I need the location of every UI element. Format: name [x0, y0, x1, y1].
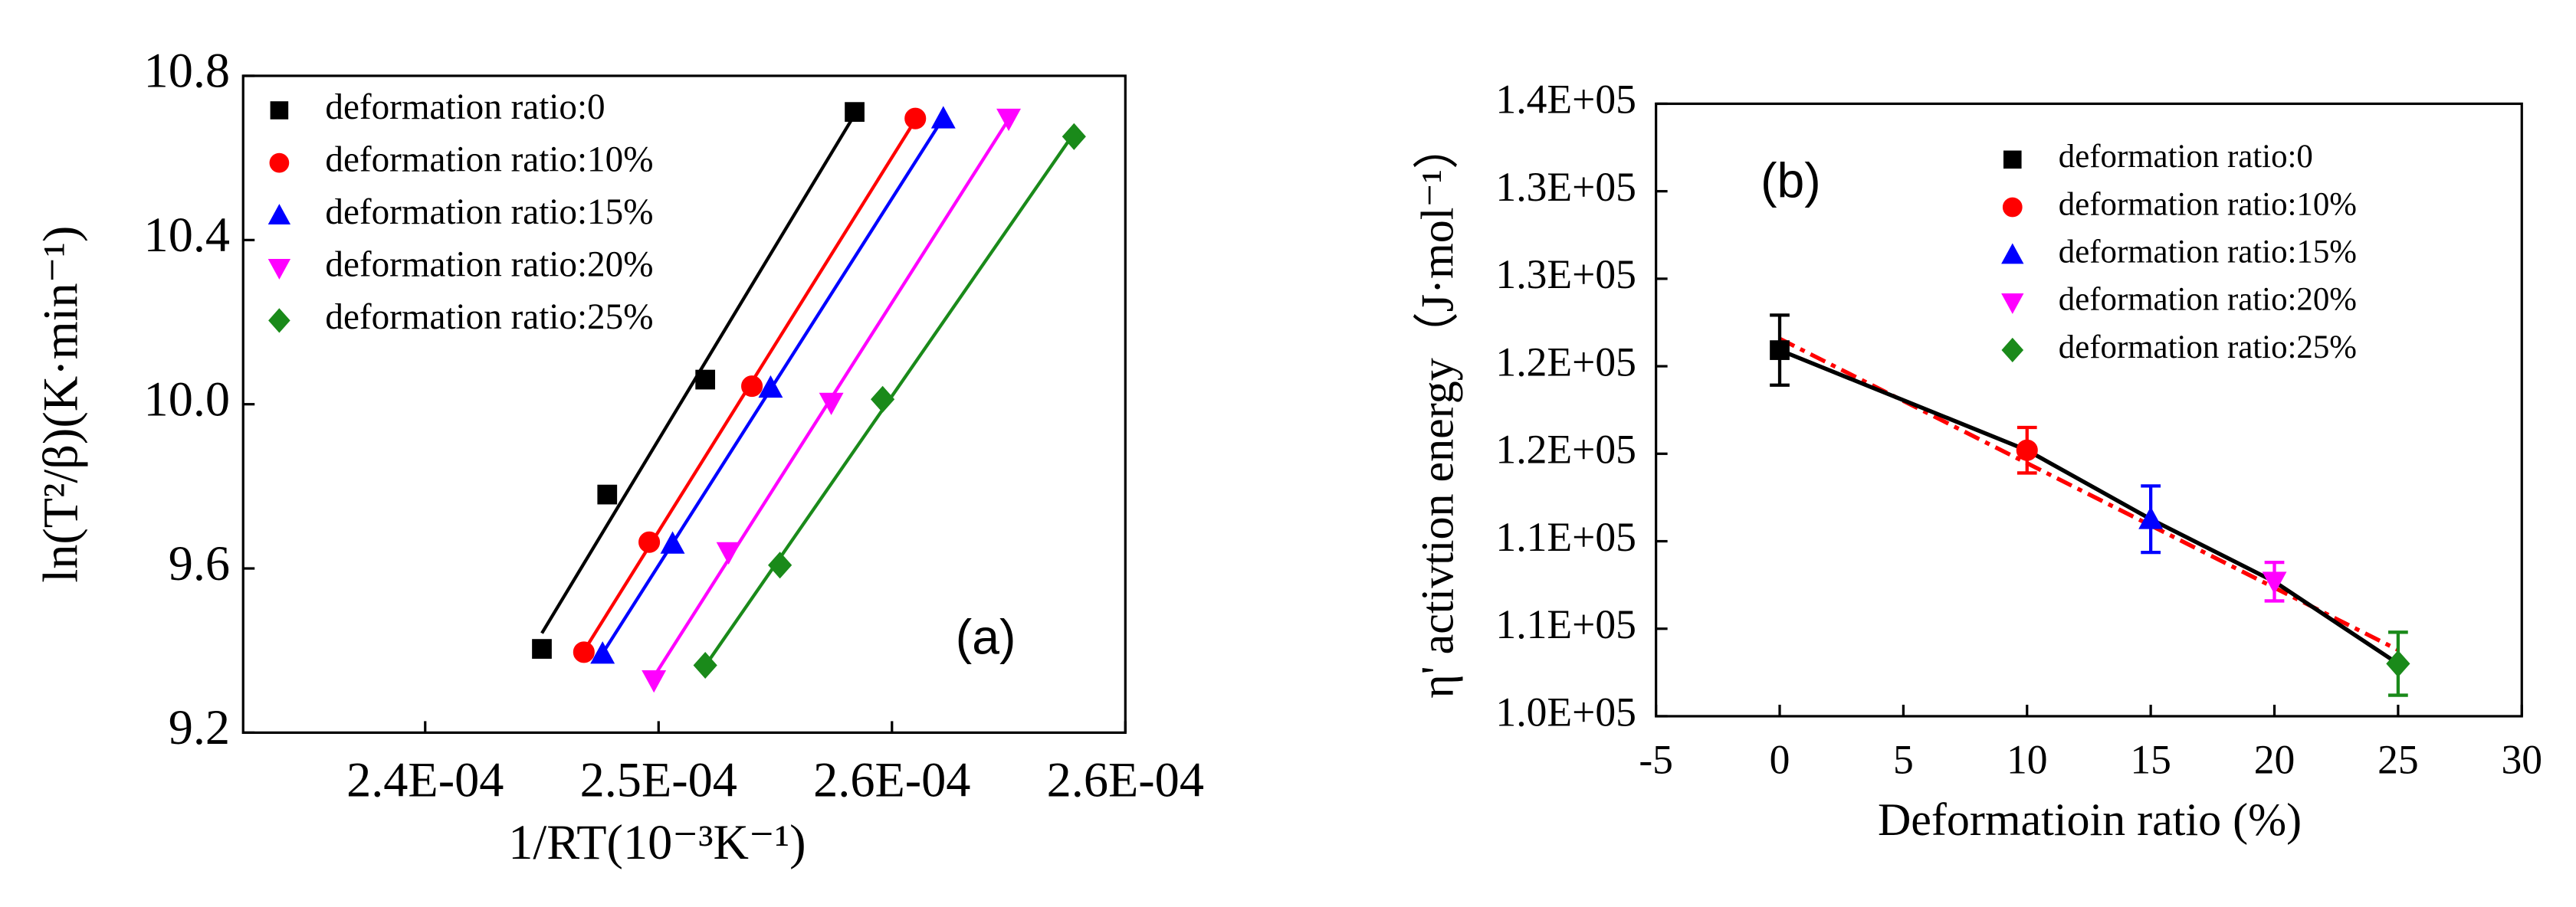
- legend-label: deformation ratio:20%: [325, 245, 653, 285]
- marker: [573, 641, 595, 663]
- marker: [819, 392, 844, 415]
- marker: [996, 108, 1021, 132]
- y-tick-label: 1.0E+05: [1495, 689, 1636, 735]
- marker: [693, 651, 717, 679]
- y-axis-label: ln(T²/β)(K·min⁻¹): [33, 226, 87, 583]
- legend-label: deformation ratio:15%: [2059, 234, 2357, 270]
- panel-annotation: (a): [956, 609, 1016, 664]
- marker: [590, 641, 615, 664]
- x-tick-label: 10: [2007, 736, 2048, 782]
- marker: [1770, 340, 1790, 360]
- connecting-line: [1779, 348, 2400, 666]
- marker: [904, 107, 927, 129]
- x-tick-label: 0: [1770, 736, 1790, 782]
- legend-marker: [267, 204, 291, 224]
- y-tick-label: 10.4: [144, 208, 231, 262]
- x-tick-label: 5: [1893, 736, 1914, 782]
- chart-panel: 9.2 9.6 10.0 10.4 10.8 2.4E-04 2.5E-04 2.6E-04 2…: [33, 44, 1203, 869]
- y-tick-label: 1.2E+05: [1495, 339, 1636, 385]
- legend-label: deformation ratio:0: [2059, 139, 2313, 175]
- legend-marker: [2001, 243, 2024, 264]
- chart-panel: 1.0E+05 1.1E+05 1.1E+05 1.2E+05 1.2E+05 1.3E+…: [1413, 77, 2542, 845]
- marker: [768, 552, 792, 579]
- legend-marker: [270, 101, 289, 120]
- legend-label: deformation ratio:25%: [325, 297, 653, 337]
- legend-marker: [267, 258, 291, 280]
- legend-label: deformation ratio:20%: [2059, 282, 2357, 318]
- legend-label: deformation ratio:0: [325, 87, 605, 127]
- y-tick-label: 1.3E+05: [1495, 251, 1636, 297]
- marker: [638, 531, 661, 553]
- legend-marker: [2001, 293, 2024, 314]
- y-tick-label: 10.0: [144, 372, 231, 426]
- marker: [597, 484, 618, 505]
- y-tick-label: 9.6: [169, 536, 230, 591]
- marker: [642, 670, 667, 693]
- marker: [2016, 439, 2038, 461]
- y-axis-label: η' activtion energy（J·mol⁻¹）: [1413, 123, 1463, 699]
- x-tick-label: 2.6E-04: [813, 753, 970, 807]
- x-tick-label: -5: [1639, 736, 1673, 782]
- marker: [871, 385, 895, 413]
- y-tick-label: 1.1E+05: [1495, 514, 1636, 560]
- marker: [532, 639, 552, 659]
- y-tick-label: 1.3E+05: [1495, 164, 1636, 210]
- y-tick-label: 1.4E+05: [1495, 77, 1636, 123]
- x-tick-label: 20: [2254, 736, 2295, 782]
- marker: [845, 102, 865, 123]
- x-axis-label: 1/RT(10⁻³K⁻¹): [508, 815, 806, 869]
- legend-label: deformation ratio:15%: [325, 192, 653, 232]
- marker: [758, 375, 783, 398]
- marker: [660, 531, 685, 554]
- marker: [716, 542, 741, 565]
- x-tick-label: 25: [2377, 736, 2419, 782]
- x-tick-label: 15: [2130, 736, 2171, 782]
- marker: [2262, 571, 2287, 594]
- legend-label: deformation ratio:10%: [325, 139, 653, 179]
- x-tick-label: 2.6E-04: [1047, 753, 1204, 807]
- x-tick-label: 2.5E-04: [580, 753, 737, 807]
- marker: [2386, 650, 2410, 677]
- legend-marker: [268, 308, 290, 333]
- plot-frame: [1655, 102, 2523, 718]
- marker: [930, 106, 956, 129]
- y-tick-label: 9.2: [169, 700, 230, 755]
- marker: [2138, 506, 2164, 529]
- x-tick-label: 2.4E-04: [346, 753, 504, 807]
- marker: [1062, 123, 1086, 150]
- y-tick-label: 1.1E+05: [1495, 601, 1636, 647]
- y-tick-label: 1.2E+05: [1495, 427, 1636, 473]
- legend-marker: [269, 152, 290, 173]
- panel-annotation: (b): [1761, 152, 1821, 208]
- legend-label: deformation ratio:25%: [2059, 329, 2357, 365]
- legend-marker: [2002, 197, 2023, 218]
- legend-marker: [2001, 337, 2024, 363]
- y-tick-label: 10.8: [144, 44, 231, 98]
- x-axis-label: Deformatioin ratio (%): [1878, 794, 2302, 845]
- legend-label: deformation ratio:10%: [2059, 186, 2357, 222]
- legend-marker: [2003, 150, 2022, 169]
- marker: [695, 369, 716, 390]
- marker: [741, 375, 763, 398]
- x-tick-label: 30: [2501, 736, 2542, 782]
